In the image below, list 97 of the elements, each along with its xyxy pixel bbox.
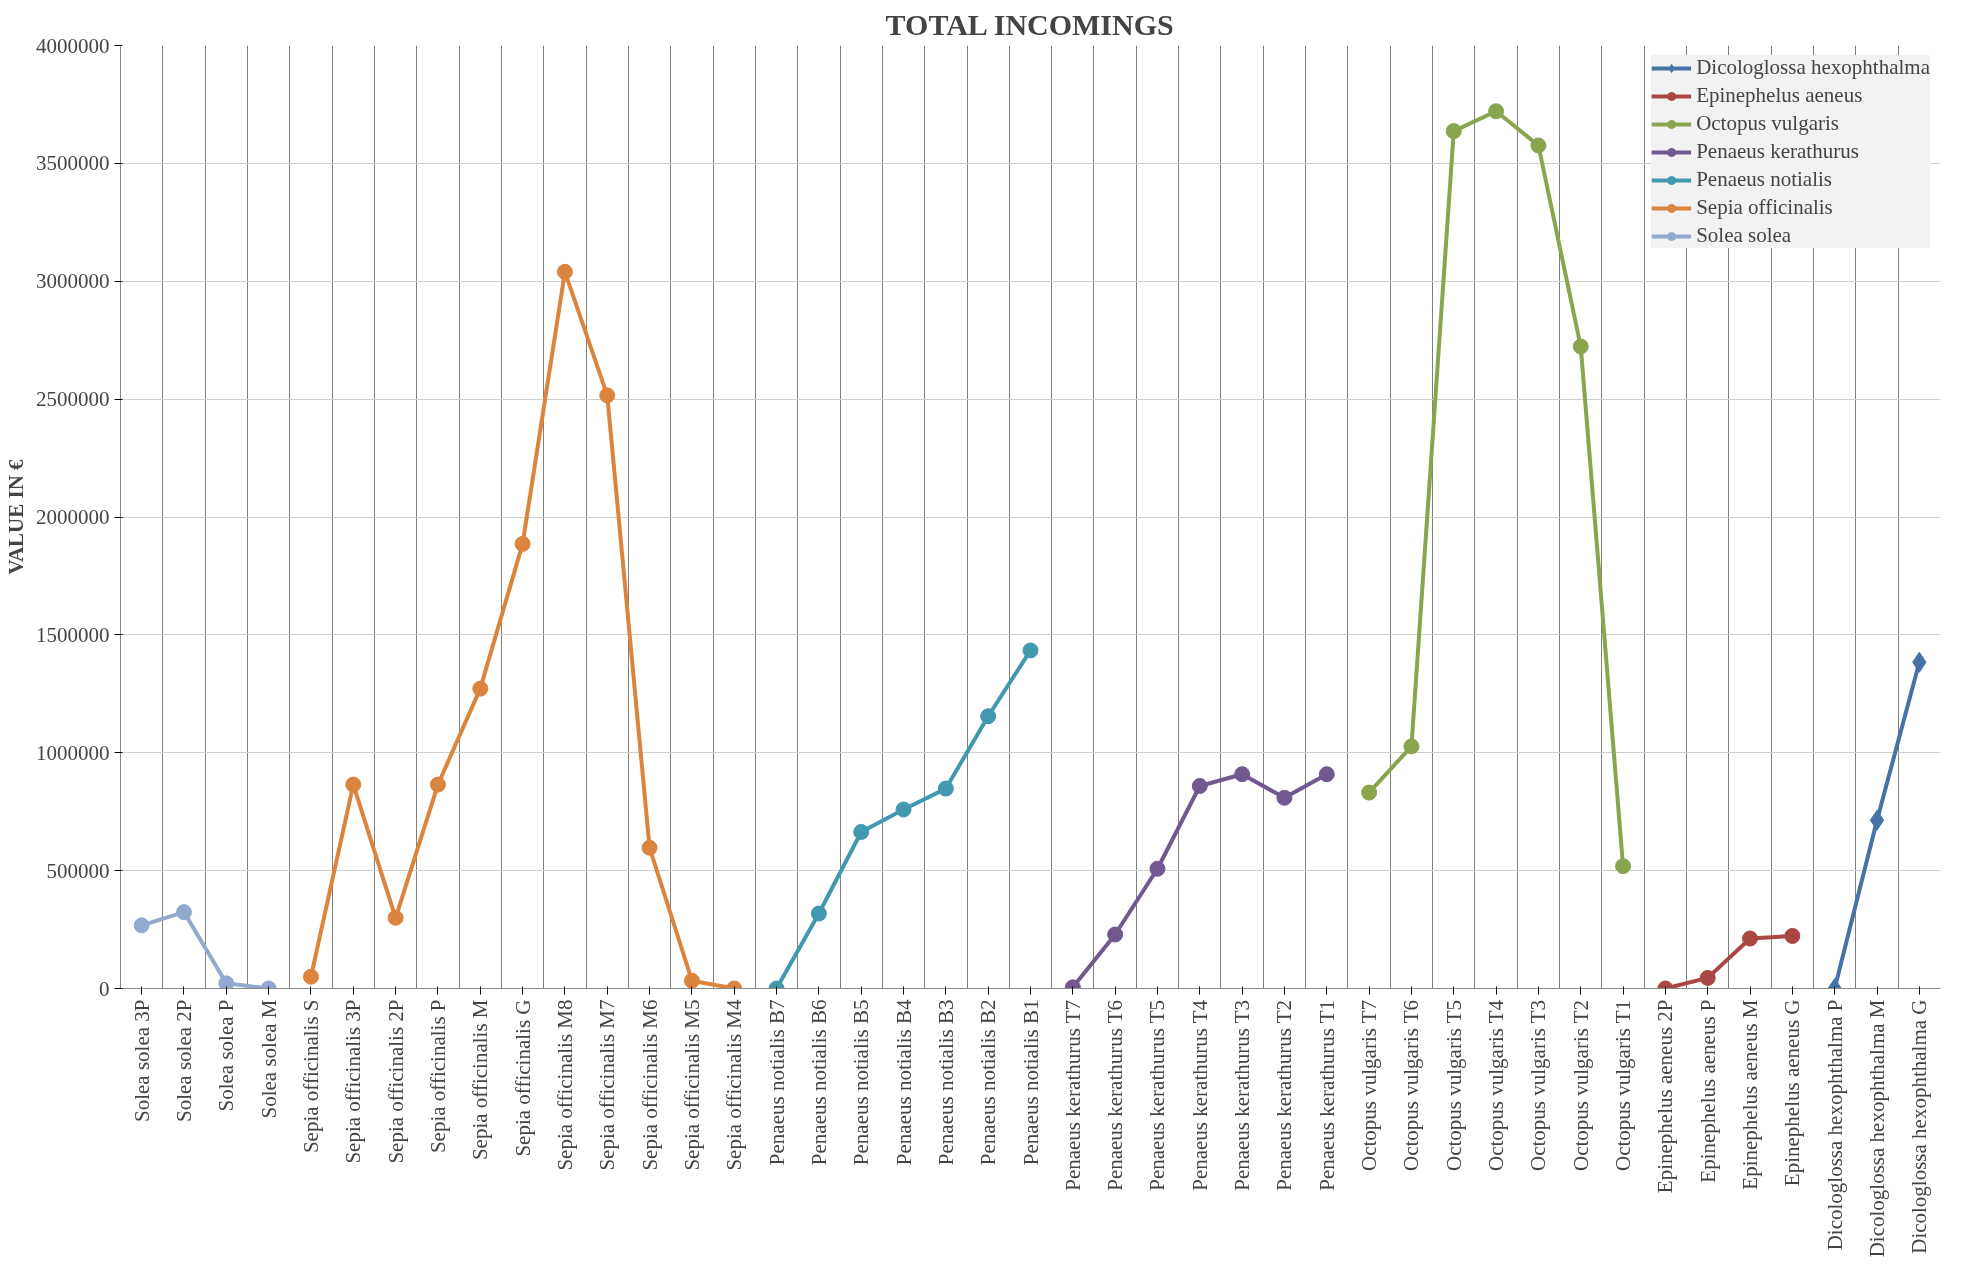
legend-label: Octopus vulgaris	[1696, 111, 1840, 136]
x-tick-label: Sepia officinalis P	[425, 999, 450, 1154]
point	[387, 909, 404, 926]
point	[1615, 858, 1632, 875]
x-tick-label: Penaeus notialis B1	[1018, 999, 1043, 1166]
point	[937, 780, 954, 797]
x-tick-label: Solea solea P	[214, 999, 239, 1112]
point	[302, 968, 319, 985]
x-tick-label: Penaeus kerathurus T6	[1103, 999, 1128, 1191]
x-tick-label: Sepia officinalis M6	[637, 999, 662, 1171]
legend-label: Solea solea	[1696, 223, 1792, 248]
x-tick-label: Penaeus notialis B2	[976, 999, 1001, 1166]
x-tick-label: Dicologlossa hexophthalma G	[1907, 999, 1932, 1254]
point	[1445, 123, 1462, 140]
point	[1869, 809, 1885, 831]
x-tick-label: Penaeus notialis B7	[764, 999, 789, 1166]
x-tick-label: Sepia officinalis M5	[679, 999, 704, 1171]
x-tick-label: Penaeus notialis B5	[849, 999, 874, 1166]
x-tick-label: Solea solea 3P	[129, 999, 154, 1122]
point	[514, 535, 531, 552]
x-tick-label: Penaeus kerathurus T3	[1230, 999, 1255, 1191]
x-tick-label: Dicologlossa hexophthalma P	[1822, 999, 1847, 1251]
x-tick-label: Epinephelus aeneus G	[1780, 999, 1805, 1187]
point	[1234, 766, 1251, 783]
y-tick-label: 1000000	[36, 740, 110, 765]
x-tick-label: Epinephelus aeneus P	[1695, 999, 1720, 1183]
x-tick-label: Penaeus kerathurus T4	[1187, 999, 1212, 1191]
x-tick-label: Sepia officinalis S	[298, 999, 323, 1154]
x-tick-label: Penaeus kerathurus T7	[1060, 999, 1085, 1191]
point	[429, 776, 446, 793]
legend-label: Dicologlossa hexophthalma	[1696, 55, 1930, 80]
legend-label: Epinephelus aeneus	[1696, 83, 1863, 108]
x-tick-label: Sepia officinalis M8	[552, 999, 577, 1171]
point	[1107, 926, 1124, 943]
y-tick-label: 500000	[46, 858, 110, 883]
x-tick-label: Epinephelus aeneus 2P	[1653, 999, 1678, 1194]
x-tick-label: Penaeus kerathurus T1	[1314, 999, 1339, 1191]
point	[1276, 789, 1293, 806]
x-tick-label: Penaeus kerathurus T2	[1272, 999, 1297, 1191]
point	[472, 680, 489, 697]
y-tick-label: 1500000	[36, 622, 110, 647]
point	[1530, 137, 1547, 154]
point	[218, 975, 235, 989]
x-tick-label: Penaeus notialis B4	[891, 999, 916, 1166]
x-tick-label: Octopus vulgaris T3	[1526, 999, 1551, 1171]
point	[1699, 969, 1716, 986]
x-tick-label: Solea solea 2P	[171, 999, 196, 1122]
x-tick-label: Octopus vulgaris T4	[1484, 999, 1509, 1171]
x-tick-label: Sepia officinalis 2P	[383, 999, 408, 1164]
x-tick-label: Octopus vulgaris T6	[1399, 999, 1424, 1171]
point	[980, 708, 997, 725]
x-tick-label: Penaeus notialis B6	[806, 999, 831, 1166]
legend-label: Penaeus kerathurus	[1696, 139, 1859, 164]
y-tick-label: 3500000	[36, 151, 110, 176]
point	[810, 905, 827, 922]
point	[175, 904, 192, 921]
x-tick-label: Octopus vulgaris T5	[1441, 999, 1466, 1171]
point	[683, 972, 700, 989]
point	[133, 917, 150, 934]
y-tick-label: 3000000	[36, 269, 110, 294]
y-tick-label: 4000000	[36, 33, 110, 58]
point	[1022, 642, 1039, 659]
point	[1361, 784, 1378, 801]
x-tick-label: Octopus vulgaris T1	[1611, 999, 1636, 1171]
x-tick-label: Octopus vulgaris T2	[1568, 999, 1593, 1171]
point	[1742, 930, 1759, 947]
chart-title: TOTAL INCOMINGS	[885, 7, 1174, 41]
point	[556, 263, 573, 280]
y-tick-label: 2500000	[36, 387, 110, 412]
y-axis-title: VALUE IN €	[4, 458, 28, 575]
x-tick-label: Sepia officinalis 3P	[341, 999, 366, 1164]
point	[345, 776, 362, 793]
point	[1572, 338, 1589, 355]
x-tick-label: Epinephelus aeneus M	[1738, 999, 1763, 1190]
x-tick-label: Sepia officinalis M4	[722, 999, 747, 1171]
x-tick-label: Penaeus kerathurus T5	[1145, 999, 1170, 1191]
point	[599, 387, 616, 404]
point	[1149, 860, 1166, 877]
point	[853, 823, 870, 840]
x-tick-label: Solea solea M	[256, 999, 281, 1119]
y-tick-label: 2000000	[36, 505, 110, 529]
point	[641, 839, 658, 856]
point	[895, 801, 912, 818]
legend-label: Sepia officinalis	[1696, 195, 1833, 220]
x-tick-label: Sepia officinalis M7	[595, 999, 620, 1171]
point	[1191, 778, 1208, 794]
point	[1784, 927, 1801, 944]
point	[1488, 103, 1505, 120]
point	[1403, 738, 1420, 755]
point	[1318, 766, 1335, 783]
x-tick-label: Sepia officinalis M	[468, 999, 493, 1161]
x-tick-label: Sepia officinalis G	[510, 999, 535, 1157]
legend-label: Penaeus notialis	[1696, 167, 1833, 192]
x-tick-label: Penaeus notialis B3	[933, 999, 958, 1166]
x-tick-label: Dicologlossa hexophthalma M	[1865, 999, 1890, 1258]
y-tick-label: 0	[99, 976, 110, 1001]
x-tick-label: Octopus vulgaris T7	[1357, 999, 1382, 1171]
